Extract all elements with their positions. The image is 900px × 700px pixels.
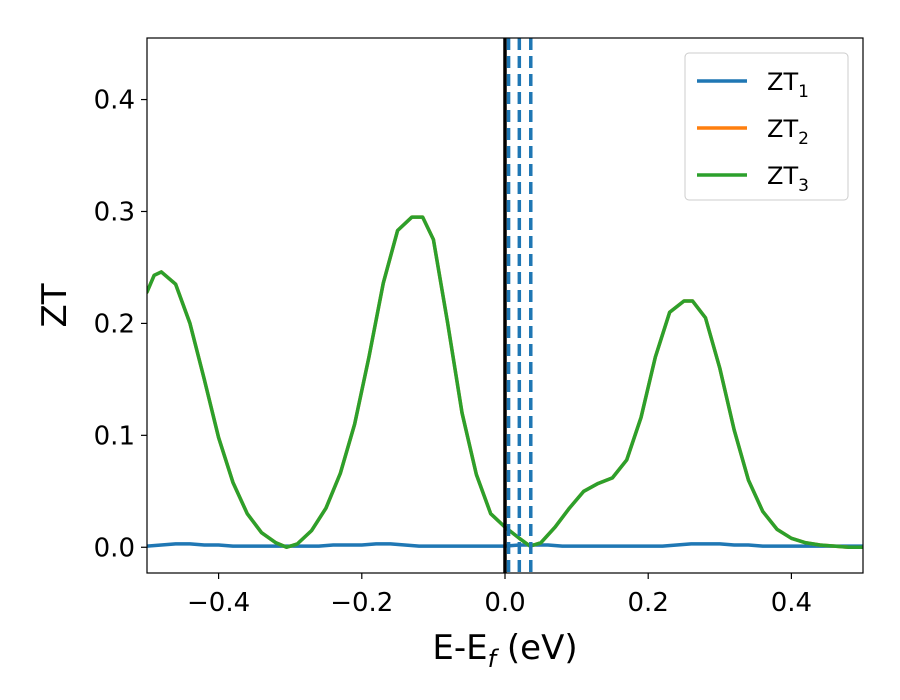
y-tick-label: 0.4: [94, 86, 135, 116]
vertical-lines-layer: [503, 38, 533, 573]
y-tick-label: 0.1: [94, 421, 135, 451]
x-tick-label: 0.2: [628, 588, 669, 618]
x-tick-label: −0.4: [187, 588, 250, 618]
legend-label-3: ZT3: [767, 162, 809, 196]
x-axis-title: E-Ef (eV): [432, 628, 577, 673]
legend-label-1: ZT1: [767, 68, 809, 102]
x-axis-ticks: −0.4 −0.2 0.0 0.2 0.4: [187, 573, 812, 618]
x-tick-label: 0.4: [771, 588, 812, 618]
legend-box: [684, 52, 849, 201]
x-tick-label: 0.0: [484, 588, 525, 618]
y-axis-ticks: 0.0 0.1 0.2 0.3 0.4: [94, 86, 147, 563]
y-tick-label: 0.0: [94, 533, 135, 563]
x-tick-label: −0.2: [330, 588, 393, 618]
legend: ZT1 ZT2 ZT3: [684, 52, 849, 201]
series-line-3: [147, 215, 863, 550]
x-axis-title-main: E-E: [432, 628, 487, 668]
y-axis-title: ZT: [35, 283, 75, 327]
y-tick-label: 0.2: [94, 309, 135, 339]
x-axis-title-tail: (eV): [496, 628, 578, 668]
legend-label-2: ZT2: [767, 115, 809, 149]
y-tick-label: 0.3: [94, 197, 135, 227]
